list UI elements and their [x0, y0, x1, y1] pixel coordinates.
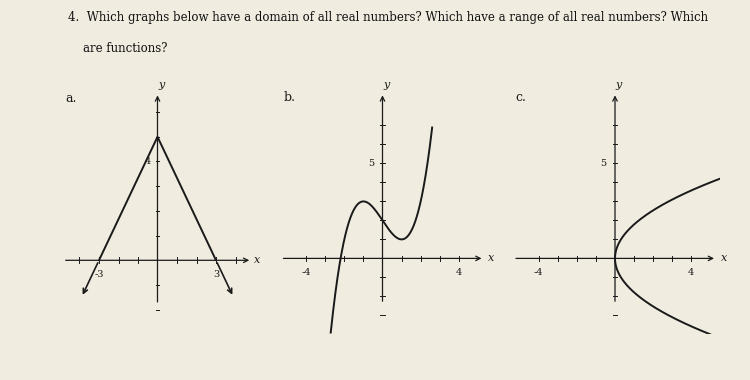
Text: b.: b.: [284, 91, 296, 104]
Text: 5: 5: [368, 159, 374, 168]
Text: 4: 4: [145, 157, 151, 166]
Text: y: y: [158, 80, 164, 90]
Text: -4: -4: [534, 268, 544, 277]
Text: c.: c.: [516, 91, 526, 104]
Text: 3: 3: [213, 270, 219, 279]
Text: 4: 4: [456, 268, 462, 277]
Text: y: y: [383, 81, 389, 90]
Text: are functions?: are functions?: [68, 42, 167, 55]
Text: -4: -4: [302, 268, 311, 277]
Text: x: x: [488, 253, 494, 263]
Text: x: x: [254, 255, 260, 265]
Text: 4: 4: [688, 268, 694, 277]
Text: x: x: [721, 253, 727, 263]
Text: a.: a.: [66, 92, 77, 105]
Text: 4.  Which graphs below have a domain of all real numbers? Which have a range of : 4. Which graphs below have a domain of a…: [68, 11, 708, 24]
Text: 5: 5: [600, 159, 607, 168]
Text: -3: -3: [94, 270, 104, 279]
Text: y: y: [616, 81, 622, 90]
